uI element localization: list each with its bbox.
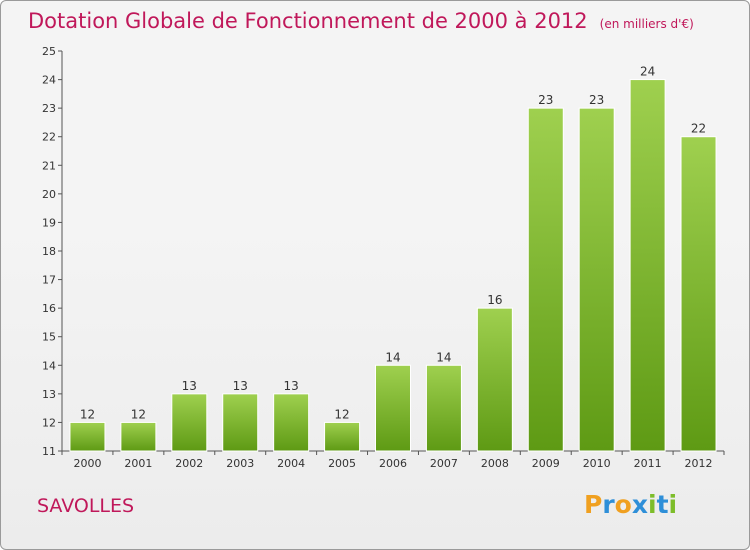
bar-2008: [476, 307, 513, 452]
y-tick-label: 12: [42, 416, 56, 429]
bar-value-label: 24: [640, 65, 655, 79]
x-tick-label: 2006: [379, 457, 407, 470]
bar-2001: [120, 421, 157, 452]
bar-value-label: 14: [436, 350, 451, 364]
bar-2005: [324, 421, 361, 452]
bar-2003: [222, 393, 259, 452]
bar-value-label: 13: [284, 379, 299, 393]
x-tick-label: 2012: [685, 457, 713, 470]
chart-title-text: Dotation Globale de Fonctionnement de 20…: [28, 9, 588, 33]
x-tick-label: 2010: [583, 457, 611, 470]
x-tick-label: 2003: [226, 457, 254, 470]
bar-2000: [69, 421, 106, 452]
bar-2011: [629, 79, 666, 452]
bar-2007: [425, 364, 462, 452]
bar-2012: [680, 136, 717, 452]
y-tick-label: 11: [42, 445, 56, 458]
y-tick-label: 23: [42, 102, 56, 115]
x-tick-label: 2009: [532, 457, 560, 470]
bar-2009: [527, 107, 564, 452]
chart-title: Dotation Globale de Fonctionnement de 20…: [28, 9, 694, 33]
x-tick-label: 2002: [175, 457, 203, 470]
y-tick-label: 21: [42, 159, 56, 172]
logo-letter: i: [668, 490, 678, 519]
y-tick-label: 16: [42, 302, 56, 315]
logo-letter: o: [614, 490, 632, 519]
y-tick-label: 24: [42, 74, 56, 87]
bar-value-label: 13: [182, 379, 197, 393]
y-tick-label: 14: [42, 359, 56, 372]
y-tick-label: 19: [42, 216, 56, 229]
y-tick-label: 20: [42, 188, 56, 201]
y-tick-label: 13: [42, 388, 56, 401]
y-tick-label: 17: [42, 274, 56, 287]
x-tick-label: 2001: [124, 457, 152, 470]
x-tick-label: 2011: [634, 457, 662, 470]
bar-2010: [578, 107, 615, 452]
y-tick-label: 15: [42, 331, 56, 344]
x-axis: 2000 2001 2002 2003 2004 2005 2006 2007 2008 2009…: [61, 450, 725, 470]
bar-2004: [273, 393, 310, 452]
logo-letter: x: [631, 490, 648, 519]
logo-letter: r: [602, 490, 615, 519]
bar-value-label: 12: [334, 407, 349, 421]
y-axis: 11 12 13 14 15 16 17 18 19 20 21 22 23 24 25: [42, 45, 63, 458]
x-tick-label: 2005: [328, 457, 356, 470]
bar-2006: [375, 364, 411, 452]
y-tick-label: 22: [42, 131, 56, 144]
logo-letter: P: [584, 490, 603, 519]
bar-2002: [171, 393, 208, 452]
bar-value-label: 23: [589, 93, 604, 107]
x-tick-label: 2000: [73, 457, 101, 470]
x-tick-label: 2004: [277, 457, 305, 470]
logo-letter: i: [648, 490, 657, 519]
x-tick-label: 2007: [430, 457, 458, 470]
bar-value-label: 12: [131, 407, 146, 421]
chart-unit: (en milliers d'€): [599, 17, 694, 31]
logo-letter: t: [656, 490, 669, 519]
bar-value-label: 14: [385, 350, 400, 364]
x-tick-label: 2008: [481, 457, 509, 470]
bar-value-label: 13: [233, 379, 248, 393]
bar-value-label: 23: [538, 93, 553, 107]
bar-value-label: 12: [80, 407, 95, 421]
bars: 12 12 13 13 13 12 14 14 16 23 23 24 22: [69, 65, 717, 452]
commune-name: SAVOLLES: [37, 495, 135, 517]
bar-value-label: 16: [487, 293, 502, 307]
y-tick-label: 18: [42, 245, 56, 258]
bar-value-label: 22: [691, 122, 706, 136]
proxiti-logo[interactable]: Proxiti: [584, 490, 677, 519]
y-tick-label: 25: [42, 45, 56, 58]
